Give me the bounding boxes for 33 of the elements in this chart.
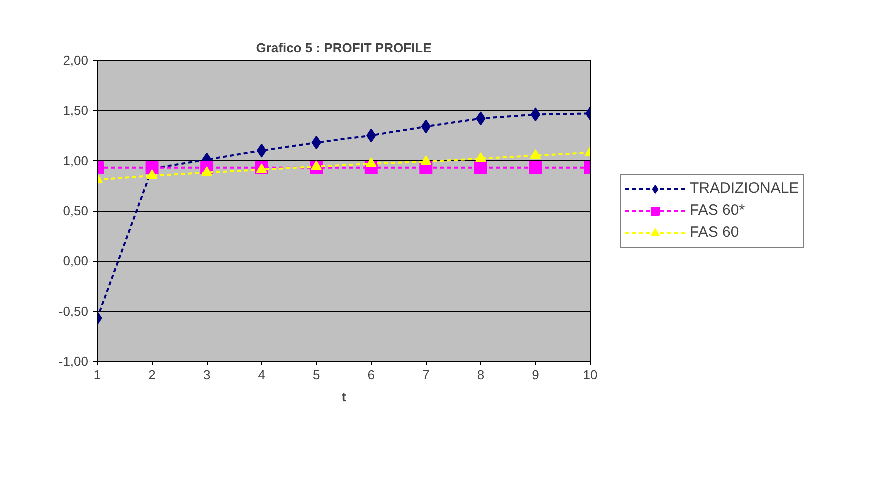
y-tick-label: 1,50 xyxy=(63,103,89,118)
point xyxy=(420,156,432,166)
point xyxy=(256,164,268,174)
x-tick-label: 7 xyxy=(422,368,430,382)
chart-title: Grafico 5 : PROFIT PROFILE xyxy=(256,40,432,56)
x-tick-label: 1 xyxy=(94,368,102,382)
x-tick-label: 2 xyxy=(148,368,156,382)
y-tick-label: 0,00 xyxy=(63,254,89,269)
x-tick-label: 8 xyxy=(477,368,485,382)
point xyxy=(529,161,542,174)
y-tick-label: -0,50 xyxy=(58,304,89,319)
x-tick-label: 6 xyxy=(368,368,376,382)
y-tick-label: -1,00 xyxy=(58,354,89,369)
point xyxy=(530,150,542,160)
point xyxy=(474,161,488,174)
y-tick-label: 2,00 xyxy=(63,53,89,68)
x-tick-label: 5 xyxy=(312,368,320,382)
x-tick-label: 3 xyxy=(203,368,211,382)
point xyxy=(530,108,541,122)
legend-label: FAS 60 xyxy=(690,224,740,241)
y-tick-label: 0,50 xyxy=(63,204,89,218)
x-axis-title: t xyxy=(342,390,347,404)
x-tick-label: 4 xyxy=(258,368,266,382)
x-tick-label: 9 xyxy=(532,368,540,382)
y-tick-label: 1,00 xyxy=(63,153,89,168)
legend-label: TRADIZIONALE xyxy=(690,180,800,197)
x-tick-label: 10 xyxy=(583,368,598,382)
legend-label: FAS 60* xyxy=(690,202,746,219)
point xyxy=(146,170,158,180)
point xyxy=(202,166,213,176)
point xyxy=(475,152,486,162)
point xyxy=(311,160,322,170)
point xyxy=(366,158,377,168)
